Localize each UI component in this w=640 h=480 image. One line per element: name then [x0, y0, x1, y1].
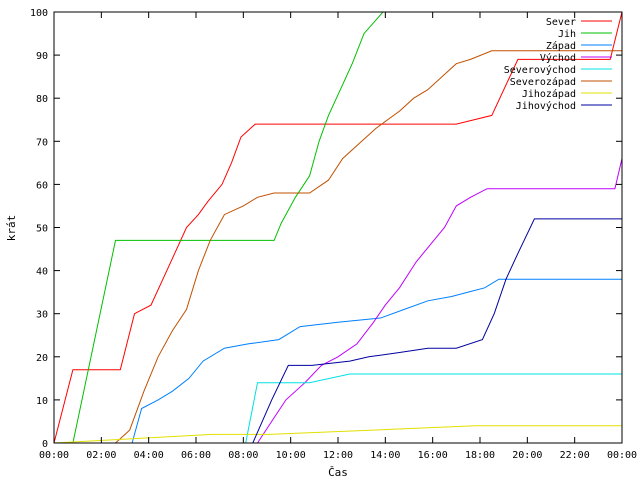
x-tick-label: 10:00 [276, 450, 306, 461]
y-tick-label: 70 [36, 137, 48, 148]
x-tick-label: 08:00 [228, 450, 258, 461]
y-tick-label: 60 [36, 180, 48, 191]
legend: SeverJihZápadVýchodSeverovýchodSeverozáp… [504, 17, 612, 112]
series-line-2 [54, 278, 622, 444]
legend-label: Jih [558, 29, 576, 40]
y-tick-label: 20 [36, 353, 48, 364]
x-tick-label: 12:00 [323, 450, 353, 461]
y-axis-ticks: 0 10 20 30 40 50 60 70 80 90 100 [30, 8, 622, 450]
y-tick-label: 100 [30, 8, 48, 19]
legend-label: Severozápad [510, 76, 576, 88]
series-line-0 [53, 11, 623, 444]
legend-label: Severovýchod [504, 64, 576, 76]
series-line-1 [54, 11, 622, 444]
x-tick-label: 02:00 [86, 450, 116, 461]
series-line-5 [54, 50, 622, 444]
x-tick-label: 00:00 [39, 450, 69, 461]
x-tick-label: 04:00 [134, 450, 164, 461]
series-layer [53, 11, 623, 444]
series-line-3 [54, 158, 623, 444]
y-tick-label: 50 [36, 224, 48, 235]
x-tick-label: 00:00 [607, 450, 637, 461]
y-tick-label: 30 [36, 310, 48, 321]
legend-label: Západ [546, 40, 576, 52]
legend-label: Jihozápad [522, 88, 576, 100]
y-tick-label: 90 [36, 51, 48, 62]
x-tick-label: 18:00 [465, 450, 495, 461]
x-tick-label: 16:00 [418, 450, 448, 461]
y-axis-label: krát [5, 215, 18, 242]
x-axis-ticks: 00:00 02:00 04:00 06:00 08:00 10:00 12:00 14:00… [39, 12, 637, 461]
y-tick-label: 40 [36, 267, 48, 278]
series-line-7 [54, 218, 622, 444]
x-axis-label: Čas [328, 466, 348, 479]
x-tick-label: 22:00 [560, 450, 590, 461]
legend-label: Sever [546, 17, 576, 28]
legend-label: Východ [540, 52, 576, 64]
x-tick-label: 14:00 [370, 450, 400, 461]
x-tick-label: 06:00 [181, 450, 211, 461]
x-tick-label: 20:00 [512, 450, 542, 461]
y-tick-label: 0 [42, 439, 48, 450]
legend-label: Jihovýchod [516, 100, 576, 112]
y-tick-label: 10 [36, 396, 48, 407]
series-line-6 [53, 425, 622, 444]
y-tick-label: 80 [36, 94, 48, 105]
